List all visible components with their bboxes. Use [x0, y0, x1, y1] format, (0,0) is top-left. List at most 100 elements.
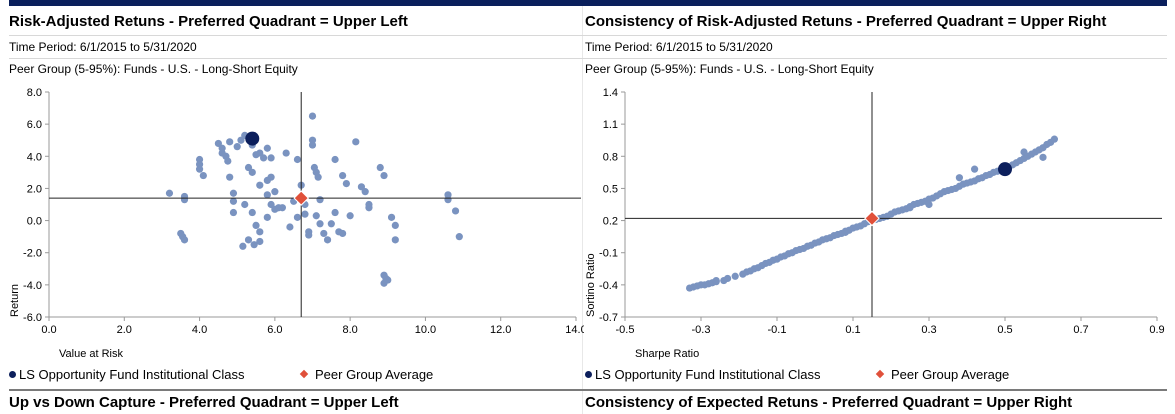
peer-fund-point — [308, 112, 317, 120]
y-tick-label: 2.0 — [27, 183, 42, 195]
divider — [9, 389, 589, 391]
x-tick-label: 0.9 — [1149, 324, 1164, 336]
x-tick-label: 0.3 — [921, 324, 936, 336]
peer-fund-point — [237, 136, 245, 144]
y-tick-label: -6.0 — [23, 312, 42, 324]
legend-peer-label: Peer Group Average — [891, 367, 1010, 382]
peer-average-marker-icon — [875, 369, 885, 379]
legend-fund: LS Opportunity Fund Institutional Class — [585, 367, 820, 382]
panel-divider — [582, 0, 583, 414]
next-panel-title: Consistency of Expected Retuns - Preferr… — [585, 394, 1073, 411]
peer-fund-point — [316, 220, 324, 228]
peer-fund-point — [244, 163, 253, 172]
peer-fund-point — [376, 163, 384, 172]
peer-fund-point — [391, 221, 399, 229]
peer-fund-point — [451, 207, 460, 215]
peer-fund-point — [731, 272, 739, 280]
peer-fund-point — [278, 204, 286, 212]
x-tick-label: 8.0 — [342, 324, 357, 336]
fund-marker-icon — [9, 371, 16, 378]
y-axis-label: Sortino Ratio — [585, 253, 597, 317]
y-tick-label: 4.0 — [27, 151, 42, 163]
peer-fund-point — [252, 221, 260, 229]
peer-group: Peer Group (5-95%): Funds - U.S. - Long-… — [9, 62, 298, 76]
x-tick-label: 4.0 — [192, 324, 207, 336]
x-axis-label: Value at Risk — [59, 348, 123, 360]
peer-fund-point — [955, 174, 963, 182]
x-tick-label: 2.0 — [117, 324, 132, 336]
peer-fund-point — [256, 181, 264, 189]
peer-average-point — [293, 190, 309, 206]
peer-fund-point — [724, 274, 732, 283]
peer-fund-point — [248, 168, 256, 176]
peer-fund-point — [346, 212, 354, 220]
divider — [585, 389, 1167, 391]
peer-fund-point — [180, 236, 189, 244]
consistency-panel: Consistency of Risk-Adjusted Retuns - Pr… — [585, 0, 1167, 414]
x-tick-label: 10.0 — [415, 324, 436, 336]
peer-fund-point — [320, 229, 328, 238]
legend-peer-average: Peer Group Average — [299, 367, 433, 382]
y-tick-label: 0.8 — [603, 151, 618, 163]
x-axis-label: Sharpe Ratio — [635, 348, 699, 360]
legend-peer-average: Peer Group Average — [875, 367, 1009, 382]
peer-average-marker-icon — [299, 369, 309, 379]
peer-fund-point — [165, 189, 174, 197]
panel-title: Risk-Adjusted Retuns - Preferred Quadran… — [9, 13, 408, 30]
peer-fund-point — [1020, 148, 1028, 156]
peer-group: Peer Group (5-95%): Funds - U.S. - Long-… — [585, 62, 874, 76]
risk-return-scatter-chart: -6.0 -4.0 -2.0 0.0 2.0 4.0 6.0 8.0 0.0 2.0 4.0 6.0 8… — [9, 87, 584, 360]
peer-fund-point — [256, 228, 264, 236]
peer-fund-point — [244, 236, 253, 244]
peer-fund-point — [971, 165, 979, 173]
x-tick-label: -0.1 — [768, 324, 787, 336]
x-tick-label: 6.0 — [267, 324, 282, 336]
peer-fund-point — [327, 220, 335, 228]
divider — [585, 35, 1167, 36]
legend-fund-label: LS Opportunity Fund Institutional Class — [19, 367, 245, 382]
peer-fund-point — [387, 213, 396, 221]
divider — [9, 58, 589, 59]
peer-fund-point — [239, 242, 247, 250]
y-tick-label: 8.0 — [27, 87, 42, 99]
x-tick-label: 14.0 — [565, 324, 584, 336]
y-tick-label: 0.0 — [27, 216, 42, 228]
y-tick-label: -2.0 — [23, 248, 42, 260]
peer-fund-point — [455, 233, 463, 241]
peer-fund-point — [267, 200, 275, 209]
peer-fund-point — [391, 236, 399, 244]
peer-fund-point — [199, 171, 207, 180]
peer-fund-point — [229, 197, 238, 205]
peer-fund-point — [271, 188, 279, 196]
y-tick-label: -0.4 — [599, 280, 618, 292]
chart-legend: LS Opportunity Fund Institutional Class … — [9, 367, 569, 385]
peer-fund-point — [241, 200, 249, 209]
legend-fund-label: LS Opportunity Fund Institutional Class — [595, 367, 821, 382]
peer-fund-point — [226, 138, 234, 146]
peer-fund-point — [267, 173, 275, 181]
peer-fund-point — [308, 141, 317, 149]
peer-fund-point — [214, 139, 222, 148]
peer-fund-point — [380, 171, 388, 180]
y-tick-label: -0.7 — [599, 312, 618, 324]
peer-fund-point — [180, 192, 189, 201]
peer-fund-point — [229, 208, 238, 217]
y-axis-label: Return — [9, 284, 21, 317]
peer-fund-point — [286, 223, 294, 231]
x-tick-label: 0.7 — [1073, 324, 1088, 336]
peer-fund-point — [267, 154, 275, 162]
peer-fund-point — [743, 268, 751, 276]
peer-fund-point — [312, 212, 320, 220]
peer-fund-point — [841, 228, 849, 236]
x-tick-label: 0.5 — [997, 324, 1012, 336]
time-period: Time Period: 6/1/2015 to 5/31/2020 — [9, 40, 197, 54]
x-tick-label: -0.5 — [616, 324, 635, 336]
x-tick-label: 12.0 — [490, 324, 511, 336]
panel-header-bar — [9, 0, 589, 6]
peer-fund-point — [906, 204, 914, 212]
peer-fund-point — [263, 191, 271, 199]
peer-fund-point — [250, 241, 258, 249]
peer-fund-point — [342, 180, 350, 188]
peer-fund-point — [331, 155, 339, 164]
peer-fund-point — [256, 149, 264, 157]
